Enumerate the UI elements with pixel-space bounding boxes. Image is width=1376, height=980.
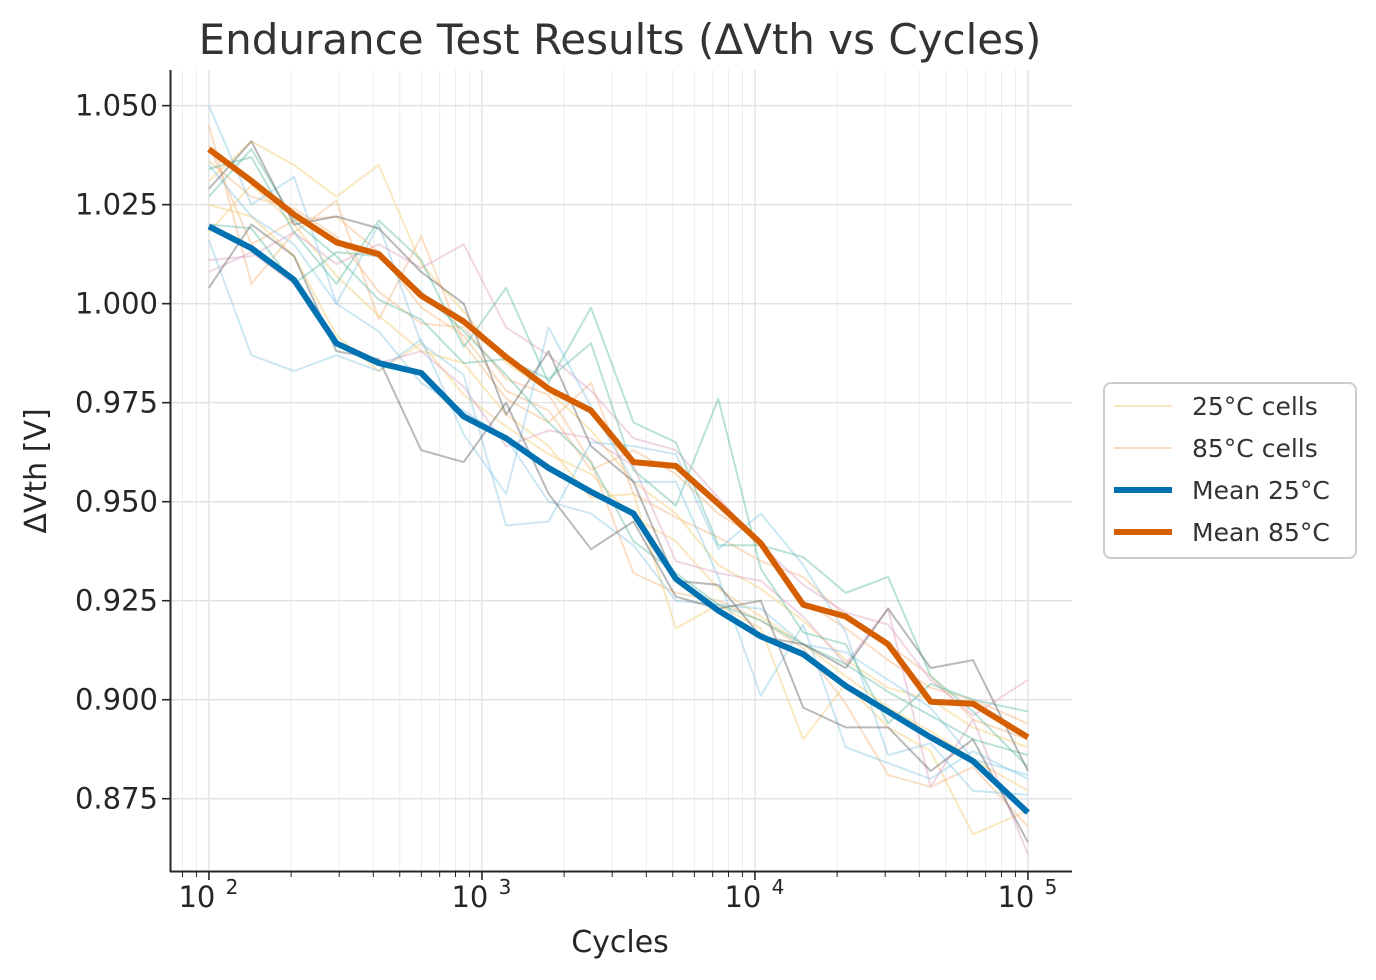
y-axis-label: ΔVth [V]	[19, 408, 54, 533]
x-tick-exponent: 5	[1045, 875, 1058, 899]
x-tick-exponent: 2	[226, 875, 239, 899]
legend-label: Mean 85°C	[1192, 518, 1330, 547]
cell-series-line	[208, 140, 1029, 749]
cell-series-line	[207, 105, 1028, 796]
series-layer	[207, 105, 1030, 855]
y-tick-label: 0.950	[75, 485, 158, 519]
y-tick-label: 0.925	[75, 584, 158, 618]
cell-series-line	[207, 144, 1029, 725]
cell-series-line	[207, 239, 1029, 780]
x-tick-exponent: 4	[772, 875, 785, 899]
mean-series-line	[207, 223, 1030, 815]
cell-series-line	[208, 148, 1029, 725]
y-tick-label: 0.900	[75, 683, 158, 717]
cell-series-line	[208, 140, 1029, 772]
legend-label: 85°C cells	[1192, 434, 1318, 463]
legend-label: Mean 25°C	[1192, 476, 1330, 505]
legend-box	[1103, 382, 1357, 559]
legend-items: 25°C cells 85°C cells Mean 25°C Mean 85°C	[1114, 392, 1330, 547]
x-tick-label: 10	[724, 880, 761, 914]
mean-series-line	[207, 146, 1030, 740]
legend: 25°C cells 85°C cells Mean 25°C Mean 85°C	[1103, 382, 1357, 559]
x-tick-label: 10	[178, 880, 215, 914]
cell-series-line	[208, 183, 1029, 836]
x-tick-label: 10	[451, 880, 488, 914]
legend-label: 25°C cells	[1192, 392, 1318, 421]
grid	[170, 70, 1072, 872]
y-tick-label: 1.025	[75, 188, 158, 222]
cell-series-line	[208, 231, 1029, 717]
x-tick-label: 10	[997, 880, 1034, 914]
y-tick-label: 0.975	[75, 386, 158, 420]
x-ticks: 10 2 10 3 10 4 10 5	[178, 872, 1057, 914]
y-tick-label: 1.000	[75, 287, 158, 321]
cell-series-line	[208, 156, 1029, 768]
x-axis-label: Cycles	[571, 925, 669, 960]
cell-series-line	[208, 164, 1029, 776]
y-tick-label: 0.875	[75, 782, 158, 816]
chart-title: Endurance Test Results (ΔVth vs Cycles)	[199, 15, 1042, 64]
y-ticks: 0.875 0.900 0.925 0.950 0.975 1.000 1.025 1.050	[75, 89, 170, 816]
cell-series-line	[208, 223, 1029, 843]
y-tick-label: 1.050	[75, 89, 158, 123]
x-tick-exponent: 3	[499, 875, 512, 899]
axes	[169, 70, 1072, 873]
